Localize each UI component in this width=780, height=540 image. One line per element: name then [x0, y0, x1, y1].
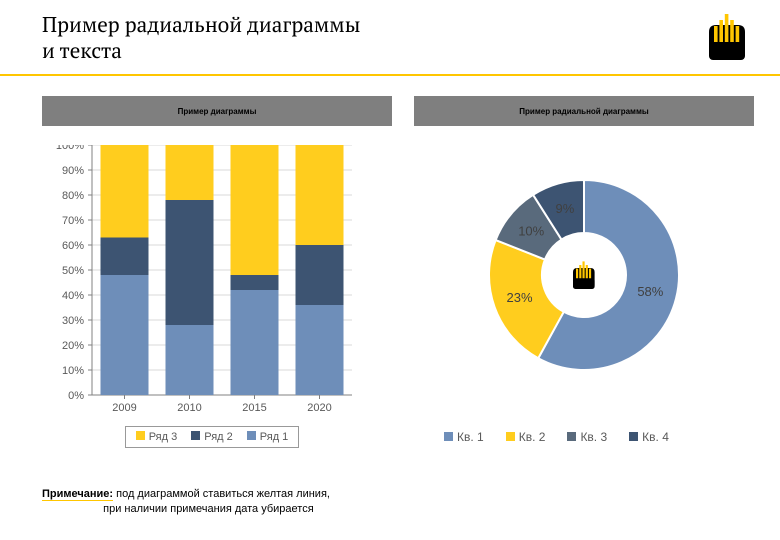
panel-header-left: Пример диаграммы — [42, 96, 392, 126]
company-logo — [704, 10, 750, 60]
svg-text:70%: 70% — [62, 215, 84, 227]
legend-item: Кв. 4 — [629, 430, 669, 444]
svg-text:58%: 58% — [637, 284, 663, 299]
donut-legend: Кв. 1 Кв. 2 Кв. 3 Кв. 4 — [444, 430, 744, 444]
svg-text:40%: 40% — [62, 290, 84, 302]
svg-text:100%: 100% — [56, 145, 84, 152]
legend-item: Ряд 3 — [136, 431, 178, 443]
panel-header-right: Пример радиальной диаграммы — [414, 96, 754, 126]
legend-item: Ряд 2 — [191, 431, 233, 443]
donut-chart: 58% 23% 10% 9% — [444, 160, 724, 390]
footnote: Примечание: под диаграммой ставиться жел… — [42, 487, 330, 516]
svg-text:90%: 90% — [62, 165, 84, 177]
legend-item: Кв. 3 — [567, 430, 607, 444]
title-underline — [0, 74, 780, 76]
svg-text:80%: 80% — [62, 190, 84, 202]
svg-text:2010: 2010 — [177, 402, 201, 414]
svg-text:50%: 50% — [62, 265, 84, 277]
svg-text:2020: 2020 — [307, 402, 331, 414]
svg-text:9%: 9% — [555, 201, 574, 216]
svg-text:20%: 20% — [62, 340, 84, 352]
legend-item: Кв. 1 — [444, 430, 484, 444]
svg-text:60%: 60% — [62, 240, 84, 252]
svg-text:23%: 23% — [507, 290, 533, 305]
svg-text:2015: 2015 — [242, 402, 266, 414]
bar-chart-legend: Ряд 3 Ряд 2 Ряд 1 — [125, 426, 300, 448]
title-line2: и текста — [42, 37, 122, 65]
legend-item: Ряд 1 — [247, 431, 289, 443]
stacked-bar-chart: 0% 10% 20% 30% 40% 50% 60% 70% 80% 90% 100% 2009 201… — [42, 145, 382, 450]
svg-text:30%: 30% — [62, 315, 84, 327]
svg-text:0%: 0% — [68, 390, 84, 402]
legend-item: Кв. 2 — [506, 430, 546, 444]
title-line1: Пример радиальной диаграммы — [42, 11, 360, 39]
page-title: Пример радиальной диаграммы и текста — [42, 12, 360, 65]
svg-text:10%: 10% — [518, 223, 544, 238]
svg-text:10%: 10% — [62, 365, 84, 377]
svg-text:2009: 2009 — [112, 402, 136, 414]
